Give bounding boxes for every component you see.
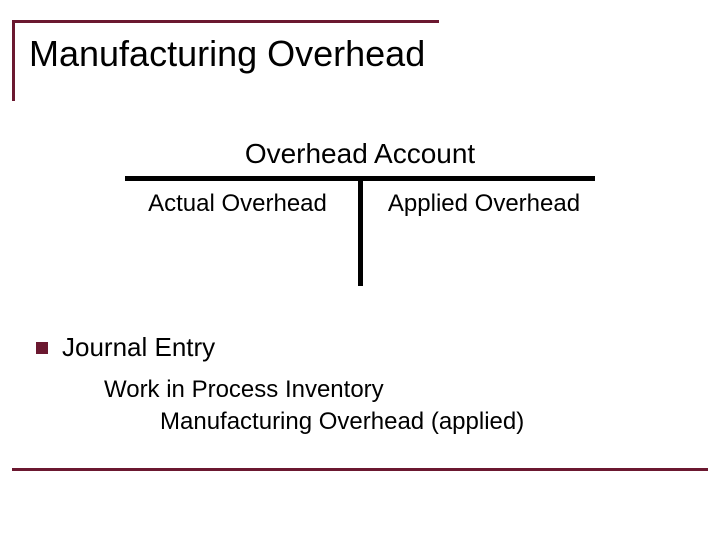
taccount-credit-label: Applied Overhead: [373, 190, 595, 218]
journal-entry-credit: Manufacturing Overhead (applied): [160, 408, 524, 436]
taccount-heading: Overhead Account: [0, 138, 720, 170]
slide: Manufacturing Overhead Overhead Account …: [0, 0, 720, 540]
taccount-debit-label: Actual Overhead: [125, 190, 350, 218]
title-frame: Manufacturing Overhead: [12, 20, 439, 101]
taccount: Actual Overhead Applied Overhead: [125, 176, 595, 286]
bullet-label: Journal Entry: [62, 332, 215, 363]
bullet-row: Journal Entry: [36, 332, 215, 363]
square-bullet-icon: [36, 342, 48, 354]
slide-title: Manufacturing Overhead: [29, 33, 425, 75]
bottom-rule: [12, 468, 708, 471]
taccount-center-rule: [358, 176, 363, 286]
journal-entry-debit: Work in Process Inventory: [104, 376, 384, 404]
